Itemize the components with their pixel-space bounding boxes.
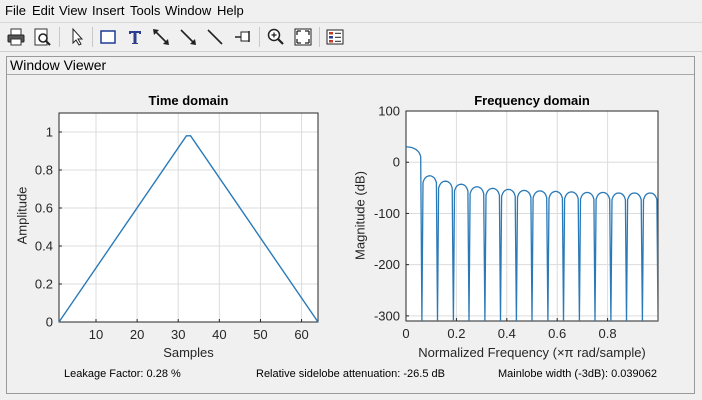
insert-text-button[interactable]: [124, 26, 146, 48]
toolbar: [0, 22, 702, 52]
legend-button[interactable]: [324, 26, 346, 48]
frequency-domain-ylabel: Magnitude (dB): [352, 171, 368, 260]
frequency-domain-title: Frequency domain: [474, 93, 590, 108]
rectangle-icon: [100, 30, 116, 44]
select-button[interactable]: [66, 26, 88, 48]
print-preview-icon: [34, 28, 51, 46]
insert-double-arrow-button[interactable]: [150, 26, 172, 48]
menu-file[interactable]: File: [5, 3, 26, 18]
menu-insert[interactable]: Insert: [92, 3, 125, 18]
menu-bar: File Edit View Insert Tools Window Help: [0, 0, 702, 21]
pin-button[interactable]: [232, 26, 254, 48]
menu-window[interactable]: Window: [165, 3, 212, 18]
menu-help[interactable]: Help: [217, 3, 244, 18]
insert-line-button[interactable]: [204, 26, 226, 48]
text-icon: [129, 31, 141, 44]
zoom-in-button[interactable]: [265, 26, 287, 48]
insert-rectangle-button[interactable]: [97, 26, 119, 48]
menu-view[interactable]: View: [59, 3, 87, 18]
menu-tools[interactable]: Tools: [130, 3, 161, 18]
insert-arrow-button[interactable]: [177, 26, 199, 48]
select-arrow-icon: [72, 27, 84, 46]
zoom-in-icon: [267, 28, 284, 45]
leakage-factor-text: Leakage Factor: 0.28 %: [64, 368, 181, 380]
panel-title: Window Viewer: [10, 57, 107, 73]
time-domain-title: Time domain: [148, 93, 229, 108]
time-domain-xlabel: Samples: [163, 345, 214, 360]
double-arrow-icon: [153, 29, 169, 45]
legend-icon: [326, 29, 344, 45]
full-view-button[interactable]: [292, 26, 314, 48]
print-preview-button[interactable]: [31, 26, 53, 48]
mainlobe-width-text: Mainlobe width (-3dB): 0.039062: [498, 368, 657, 380]
time-domain-ylabel: Amplitude: [14, 186, 30, 245]
menu-edit[interactable]: Edit: [32, 3, 55, 18]
frequency-domain-xlabel: Normalized Frequency (×π rad/sample): [418, 345, 646, 360]
line-icon: [207, 29, 223, 45]
print-icon: [7, 28, 25, 46]
pin-icon: [235, 31, 250, 42]
sidelobe-attenuation-text: Relative sidelobe attenuation: -26.5 dB: [256, 368, 445, 380]
full-view-icon: [294, 28, 312, 46]
print-button[interactable]: [5, 26, 27, 48]
panel-divider: [7, 74, 694, 75]
arrow-icon: [180, 29, 196, 45]
